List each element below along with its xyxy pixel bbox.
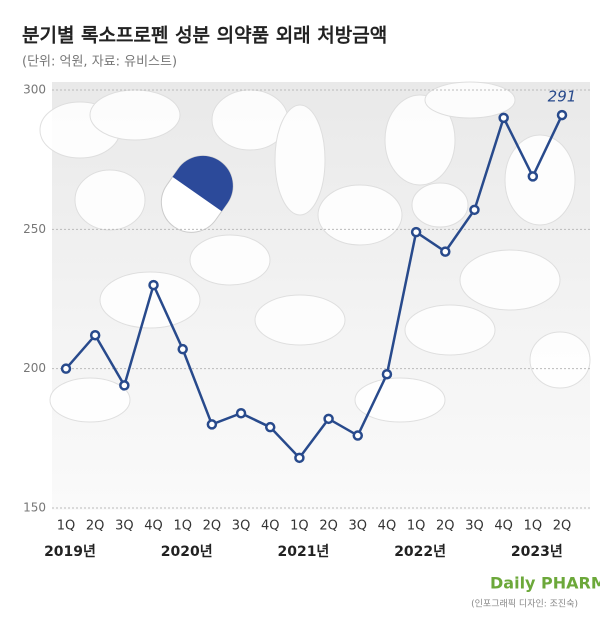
x-tick-label: 3Q	[349, 519, 368, 534]
x-tick-label: 2Q	[319, 519, 338, 534]
data-point	[469, 204, 480, 216]
x-tick-label: 1Q	[173, 519, 192, 534]
year-label: 2023년	[511, 544, 563, 560]
y-tick-label: 150	[23, 501, 46, 515]
data-line	[65, 114, 564, 460]
year-label: 2020년	[161, 544, 213, 560]
x-tick-label: 1Q	[524, 519, 543, 534]
data-point	[235, 408, 247, 419]
logo: Daily PHARM	[490, 574, 600, 593]
y-tick-label: 200	[23, 361, 46, 375]
x-tick-label: 2Q	[86, 519, 105, 534]
x-tick-label: 2Q	[203, 519, 222, 534]
data-point	[498, 112, 509, 124]
year-label: 2022년	[394, 544, 446, 560]
data-point	[556, 109, 568, 121]
chart-subtitle: (단위: 억원, 자료: 유비스트)	[22, 55, 177, 70]
x-tick-label: 4Q	[494, 519, 513, 534]
x-tick-label: 4Q	[261, 519, 280, 534]
data-point	[148, 279, 159, 291]
x-tick-label: 3Q	[465, 519, 484, 534]
x-tick-label: 1Q	[57, 519, 76, 534]
data-point	[440, 246, 451, 257]
data-point	[323, 413, 334, 425]
background-photo	[39, 81, 591, 510]
x-tick-label: 3Q	[115, 519, 134, 534]
value-label: 291	[548, 88, 577, 106]
chart-title: 분기별 록소프로펜 성분 의약품 외래 처방금액	[22, 25, 387, 47]
x-tick-label: 3Q	[232, 519, 251, 534]
y-tick-label: 300	[23, 83, 46, 97]
data-point	[294, 452, 305, 464]
data-point	[206, 419, 218, 430]
data-point	[60, 363, 72, 374]
x-tick-label: 2Q	[553, 519, 572, 534]
data-point	[410, 226, 422, 238]
data-point	[264, 421, 276, 433]
year-label: 2019년	[44, 544, 96, 560]
x-tick-label: 2Q	[436, 519, 455, 534]
x-tick-label: 1Q	[290, 519, 309, 534]
x-tick-label: 4Q	[378, 519, 397, 534]
x-tick-label: 1Q	[407, 519, 426, 534]
year-label: 2021년	[277, 544, 329, 560]
data-point	[119, 380, 130, 391]
x-tick-label: 4Q	[144, 519, 163, 534]
data-point	[527, 171, 539, 182]
y-tick-label: 250	[23, 222, 46, 236]
data-point	[177, 343, 188, 355]
credit: (인포그래픽 디자인: 조진숙)	[471, 599, 578, 610]
data-point	[89, 329, 101, 341]
data-point	[381, 368, 393, 380]
data-point	[352, 430, 364, 441]
